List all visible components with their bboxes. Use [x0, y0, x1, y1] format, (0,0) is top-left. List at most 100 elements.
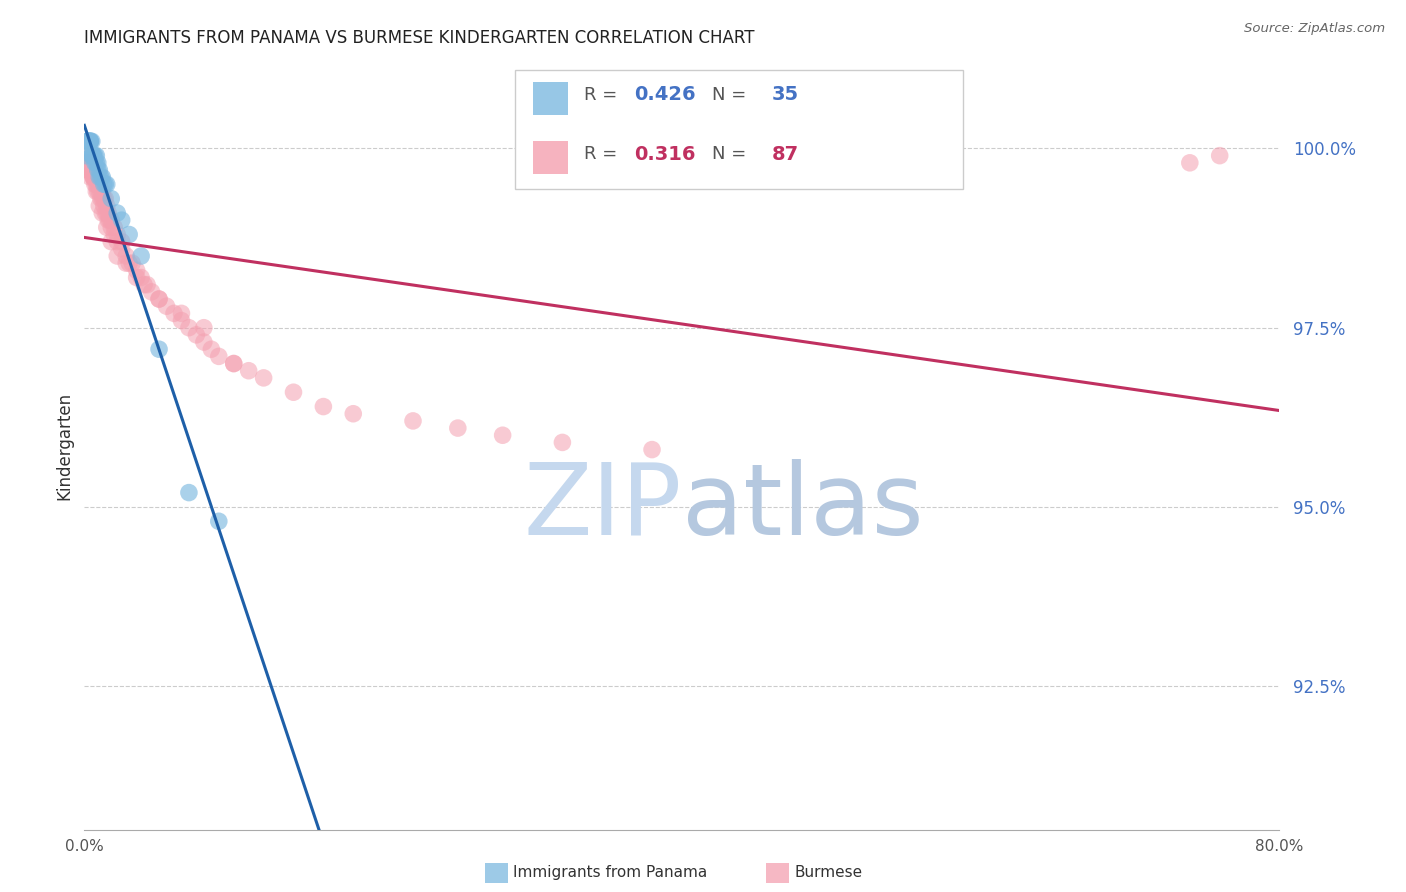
Point	[83, 163, 105, 178]
Point	[83, 148, 105, 162]
Point	[103, 227, 125, 242]
Point	[76, 134, 98, 148]
Point	[208, 350, 231, 364]
Point	[163, 306, 186, 320]
Point	[77, 134, 100, 148]
Point	[76, 148, 98, 162]
Point	[86, 170, 108, 185]
Point	[121, 256, 143, 270]
Text: 0.426: 0.426	[634, 85, 696, 104]
Point	[91, 185, 114, 199]
Point	[93, 192, 115, 206]
Point	[193, 334, 215, 349]
Point	[402, 414, 425, 428]
Point	[83, 178, 105, 192]
Point	[105, 206, 128, 220]
Point	[76, 134, 98, 148]
Point	[641, 442, 664, 457]
Point	[86, 185, 108, 199]
Point	[96, 206, 118, 220]
Point	[86, 148, 108, 162]
Point	[136, 277, 159, 292]
Point	[100, 235, 122, 249]
Point	[129, 270, 152, 285]
Text: atlas: atlas	[682, 458, 924, 556]
Text: R =: R =	[583, 145, 623, 163]
Point	[79, 156, 101, 170]
Point	[111, 213, 134, 227]
Point	[93, 199, 115, 213]
Point	[89, 185, 111, 199]
Text: N =: N =	[711, 86, 752, 103]
Point	[105, 249, 128, 263]
Point	[94, 206, 117, 220]
Point	[111, 235, 134, 249]
Point	[90, 185, 112, 199]
Point	[115, 256, 138, 270]
FancyBboxPatch shape	[515, 70, 963, 189]
Point	[141, 285, 163, 299]
Point	[96, 220, 118, 235]
Point	[80, 163, 103, 178]
Point	[75, 148, 97, 162]
Point	[177, 485, 200, 500]
Point	[100, 213, 122, 227]
Point	[91, 170, 114, 185]
Point	[193, 320, 215, 334]
Point	[79, 170, 101, 185]
Text: R =: R =	[583, 86, 623, 103]
Point	[208, 514, 231, 528]
Point	[90, 170, 112, 185]
Point	[125, 270, 148, 285]
Text: IMMIGRANTS FROM PANAMA VS BURMESE KINDERGARTEN CORRELATION CHART: IMMIGRANTS FROM PANAMA VS BURMESE KINDER…	[84, 29, 755, 47]
Point	[77, 163, 100, 178]
Point	[170, 313, 193, 327]
Point	[89, 170, 111, 185]
Point	[91, 192, 114, 206]
Point	[100, 192, 122, 206]
Point	[200, 342, 222, 356]
Point	[82, 170, 104, 185]
Point	[83, 156, 105, 170]
Point	[94, 178, 117, 192]
Point	[170, 306, 193, 320]
Point	[222, 357, 245, 371]
Point	[86, 178, 108, 192]
Point	[80, 163, 103, 178]
Point	[103, 220, 125, 235]
Point	[447, 421, 470, 435]
Point	[89, 199, 111, 213]
Point	[253, 371, 276, 385]
Point	[132, 277, 156, 292]
Point	[87, 163, 110, 178]
Point	[82, 170, 104, 185]
Point	[177, 320, 200, 334]
Point	[79, 134, 101, 148]
Point	[115, 249, 138, 263]
Point	[492, 428, 515, 442]
Text: 35: 35	[772, 85, 799, 104]
Y-axis label: Kindergarten: Kindergarten	[55, 392, 73, 500]
Point	[1178, 156, 1201, 170]
Point	[155, 299, 177, 313]
Point	[97, 206, 120, 220]
Point	[98, 213, 121, 227]
Point	[238, 364, 260, 378]
Point	[105, 235, 128, 249]
Point	[82, 148, 104, 162]
Point	[129, 249, 152, 263]
Text: 87: 87	[772, 145, 799, 164]
Text: Burmese: Burmese	[794, 865, 862, 880]
Point	[87, 178, 110, 192]
Text: Source: ZipAtlas.com: Source: ZipAtlas.com	[1244, 22, 1385, 36]
Point	[118, 227, 141, 242]
Text: 0.316: 0.316	[634, 145, 696, 164]
Point	[89, 178, 111, 192]
Point	[148, 292, 170, 306]
Point	[82, 148, 104, 162]
Bar	[533, 82, 568, 114]
Point	[118, 256, 141, 270]
Point	[87, 156, 110, 170]
Text: N =: N =	[711, 145, 752, 163]
Point	[76, 163, 98, 178]
